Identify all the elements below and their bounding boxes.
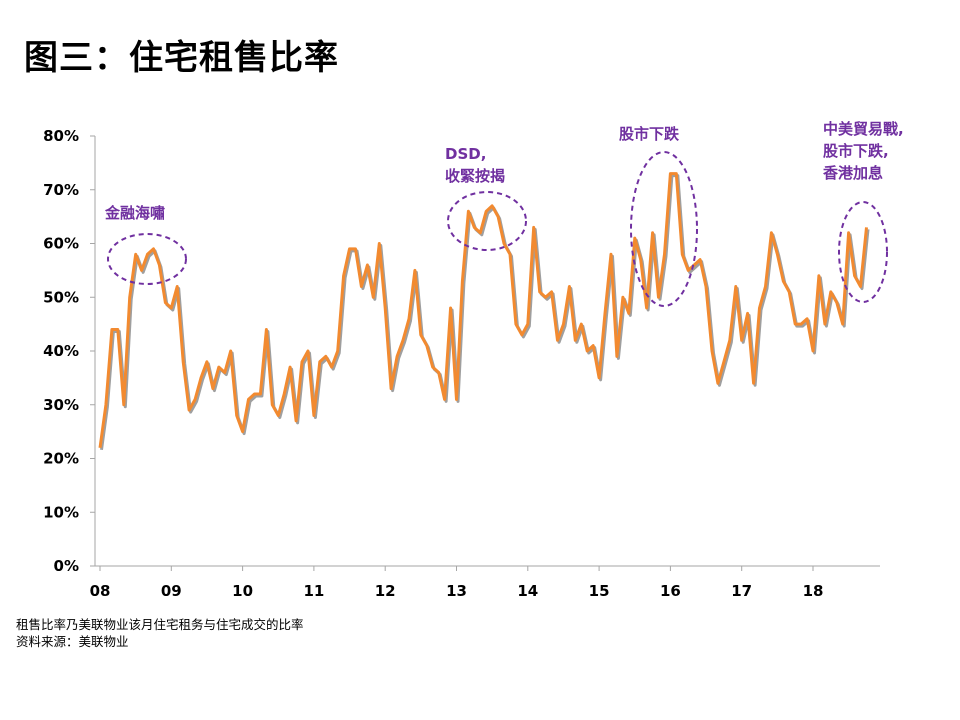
y-axis-ticks: 0% 10% 20% 30% 40% 50% 60% 70% 80% [43, 127, 95, 575]
y-tick-label: 50% [43, 288, 79, 306]
annotation-label: 中美貿易戰, [823, 120, 904, 138]
y-tick-label: 10% [43, 503, 79, 521]
annotation-ellipse [447, 191, 527, 251]
chart-axes [94, 136, 880, 567]
annotation-label: 股市下跌 [619, 125, 680, 143]
y-tick-label: 0% [54, 557, 79, 575]
annotation-ellipse [838, 201, 888, 303]
footnote-source: 资料来源：美联物业 [16, 634, 129, 649]
annotation-label: 股市下跌, [823, 142, 889, 160]
x-tick-label: 15 [589, 582, 610, 600]
footnotes: 租售比率乃美联物业该月住宅租务与住宅成交的比率 资料来源：美联物业 [16, 616, 304, 650]
y-tick-label: 30% [43, 396, 79, 414]
page-title: 图三：住宅租售比率 [24, 38, 339, 78]
series-line [98, 172, 868, 449]
x-tick-label: 08 [90, 582, 111, 600]
footnote-definition: 租售比率乃美联物业该月住宅租务与住宅成交的比率 [16, 617, 304, 632]
series-group [98, 172, 870, 451]
annotation-label: 香港加息 [823, 164, 883, 182]
y-tick-label: 40% [43, 342, 79, 360]
y-tick-label: 20% [43, 450, 79, 468]
annotation-label: 金融海嘯 [104, 204, 165, 222]
y-tick-label: 80% [43, 127, 79, 145]
x-tick-label: 18 [803, 582, 824, 600]
x-tick-label: 09 [161, 582, 182, 600]
y-tick-label: 60% [43, 235, 79, 253]
x-tick-label: 13 [446, 582, 467, 600]
annotation-label: DSD, [445, 145, 486, 163]
x-tick-label: 11 [303, 582, 324, 600]
x-tick-label: 12 [375, 582, 396, 600]
annotation-ellipse [107, 233, 187, 285]
x-axis-ticks: 08 09 10 11 12 13 14 15 16 17 18 [90, 566, 824, 600]
annotation-group: 金融海嘯 DSD, 收緊按揭 股市下跌 中美貿易戰, 股市下跌, 香港加息 [104, 120, 904, 307]
y-tick-label: 70% [43, 181, 79, 199]
annotation-ellipse [630, 151, 698, 307]
x-tick-label: 17 [731, 582, 752, 600]
annotation-label: 收緊按揭 [445, 167, 505, 185]
x-tick-label: 14 [517, 582, 538, 600]
x-tick-label: 16 [660, 582, 681, 600]
x-tick-label: 10 [232, 582, 253, 600]
